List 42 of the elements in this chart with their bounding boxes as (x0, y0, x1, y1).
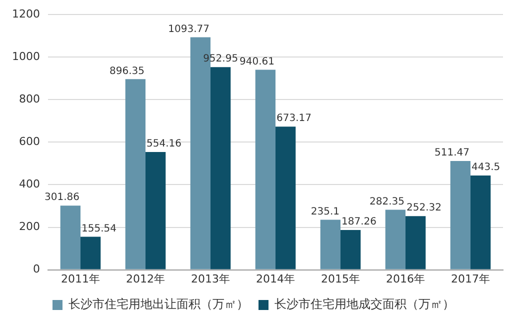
x-tick-label: 2013年 (190, 272, 230, 286)
bar (125, 79, 146, 270)
x-tick-label: 2015年 (321, 272, 360, 286)
bar (470, 175, 491, 270)
legend-label: 长沙市住宅用地成交面积（万㎡） (274, 297, 454, 312)
bar (320, 220, 340, 270)
bar (145, 152, 166, 270)
y-tick-label: 1200 (12, 7, 40, 20)
x-tick-label: 2017年 (451, 272, 490, 286)
y-tick-label: 200 (18, 220, 40, 234)
bar (450, 161, 470, 270)
y-tick-label: 400 (18, 178, 40, 191)
data-label: 1093.77 (168, 24, 210, 35)
data-label: 511.47 (434, 148, 470, 159)
x-tick-label: 2014年 (256, 272, 295, 286)
x-tick-label: 2012年 (126, 272, 165, 286)
bar (80, 236, 101, 270)
data-label: 235.1 (310, 206, 340, 218)
data-label: 554.16 (146, 138, 182, 150)
data-label: 896.35 (109, 66, 144, 77)
data-label: 301.86 (44, 192, 80, 204)
data-label: 252.32 (406, 202, 442, 214)
x-tick-label: 2016年 (386, 272, 425, 286)
data-label: 940.61 (239, 56, 274, 68)
bar (406, 216, 426, 270)
y-tick-label: 800 (18, 92, 40, 106)
data-label: 155.54 (81, 223, 116, 234)
data-label: 443.5 (472, 162, 500, 174)
data-label: 187.26 (342, 216, 376, 228)
bar (275, 126, 296, 270)
bar (210, 67, 231, 270)
bar (385, 210, 406, 270)
bar (60, 206, 80, 270)
legend-label: 长沙市住宅用地出让面积（万㎡） (68, 297, 248, 312)
data-label: 282.35 (370, 196, 404, 208)
x-tick-label: 2011年 (60, 272, 100, 286)
data-label: 673.17 (276, 113, 312, 124)
bar (340, 230, 361, 270)
y-tick-label: 600 (18, 135, 40, 148)
y-tick-label: 1000 (12, 50, 40, 63)
bar (255, 70, 276, 270)
y-tick-label: 0 (32, 262, 40, 276)
